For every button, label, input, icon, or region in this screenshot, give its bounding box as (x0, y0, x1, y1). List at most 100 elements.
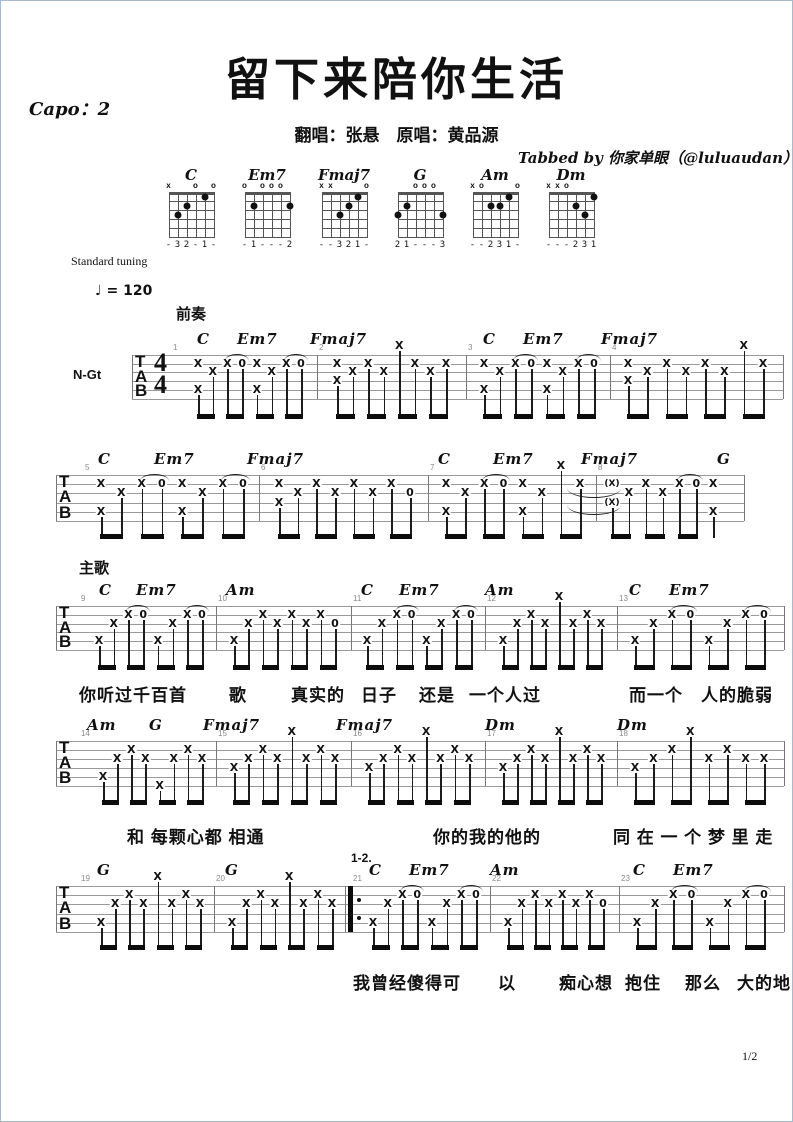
note-stem (353, 489, 356, 538)
eighth-beam (197, 414, 215, 419)
tab-note: X (266, 365, 277, 379)
note-stem (431, 927, 434, 949)
measure-number: 9 (81, 594, 86, 603)
note-stem (234, 646, 236, 669)
eighth-beam (708, 945, 730, 950)
tie-arc (567, 505, 621, 515)
fret-string-line (433, 192, 435, 237)
chord-symbol: Em7 (523, 330, 564, 348)
chord-diagram-name: Fmaj7 (317, 166, 371, 184)
string-marker: o (193, 181, 198, 190)
fingering-char: 3 (496, 240, 503, 250)
tab-note: X (497, 761, 509, 774)
note-stem (671, 619, 674, 669)
finger-dot (487, 202, 494, 209)
tab-note: X (567, 752, 579, 765)
note-stem (202, 619, 204, 669)
fret-string-line (348, 192, 350, 237)
chord-nut (397, 192, 444, 195)
tab-note: X (166, 897, 177, 911)
note-stem (545, 628, 547, 669)
tab-note: 0 (197, 607, 207, 621)
barline (619, 886, 620, 932)
barline (784, 886, 785, 932)
eighth-beam (707, 665, 730, 670)
eighth-beam (285, 414, 303, 419)
tab-note: X (584, 888, 595, 902)
tab-note: X (511, 752, 523, 765)
eighth-beam (221, 534, 245, 539)
tab-note: X (529, 888, 541, 902)
tab-note: X (207, 365, 218, 379)
chord-symbol: Fmaj7 (247, 450, 305, 468)
tab-note: X (311, 477, 322, 491)
fret-line (472, 201, 519, 202)
tab-note: X (668, 888, 679, 902)
tab-note: X (269, 897, 281, 911)
tab-note: X (436, 616, 447, 630)
barline (744, 475, 745, 521)
fret-line (244, 210, 291, 211)
eighth-beam (545, 414, 565, 419)
finger-dot (286, 202, 293, 209)
fret-line (244, 228, 291, 229)
barline (351, 606, 352, 650)
eighth-beam (445, 534, 468, 539)
note-stem (222, 489, 225, 538)
note-stem (471, 619, 473, 669)
fret-string-line (406, 192, 408, 237)
eighth-beam (100, 534, 124, 539)
tab-note: X (463, 752, 475, 765)
fret-line (397, 228, 444, 229)
tab-note: X (292, 486, 303, 500)
tab-note: X (123, 607, 134, 621)
chord-symbol: Fmaj7 (203, 716, 261, 734)
note-stem (499, 377, 502, 418)
fret-string-line (330, 192, 332, 237)
tab-note: X (109, 897, 121, 911)
slur-arc (576, 353, 601, 361)
note-stem (690, 619, 692, 669)
staff-line (56, 922, 784, 924)
note-stem (256, 394, 259, 418)
tab-note: X (494, 365, 505, 379)
eighth-beam (678, 534, 699, 539)
fingering-char: - (241, 240, 248, 250)
tab-note: X (707, 477, 719, 491)
note-stem (446, 909, 449, 949)
tab-note: X (557, 888, 568, 902)
lyric-segment: 歌 (229, 686, 247, 705)
chord-symbol: C (369, 861, 382, 879)
note-stem (628, 498, 631, 538)
note-stem (129, 900, 131, 949)
note-stem (277, 628, 279, 669)
fret-line (244, 237, 291, 238)
finger-dot (439, 211, 446, 218)
note-stem (367, 646, 369, 669)
note-stem (690, 737, 692, 804)
note-stem (601, 764, 603, 804)
eighth-beam (744, 665, 766, 670)
barline (132, 355, 133, 399)
string-marker: o (278, 181, 283, 190)
note-stem (517, 764, 519, 804)
slur-arc (225, 353, 250, 361)
measure-number: 23 (621, 874, 630, 883)
note-stem (764, 900, 766, 949)
fingering-char: - (478, 240, 485, 250)
eighth-beam (429, 414, 448, 419)
staff-line (56, 493, 744, 495)
note-stem (262, 619, 265, 669)
fret-line (168, 219, 215, 220)
lyric-segment: 一个人过 (469, 686, 541, 705)
eighth-beam (558, 800, 575, 805)
staff-line (132, 381, 783, 383)
note-stem (369, 773, 371, 804)
fret-line (472, 219, 519, 220)
tab-note: X (440, 356, 452, 370)
fingering-char: 2 (286, 240, 293, 250)
finger-dot (590, 193, 597, 200)
staff-line (56, 786, 784, 787)
note-stem (115, 909, 117, 949)
tab-note: 0 (759, 888, 769, 902)
